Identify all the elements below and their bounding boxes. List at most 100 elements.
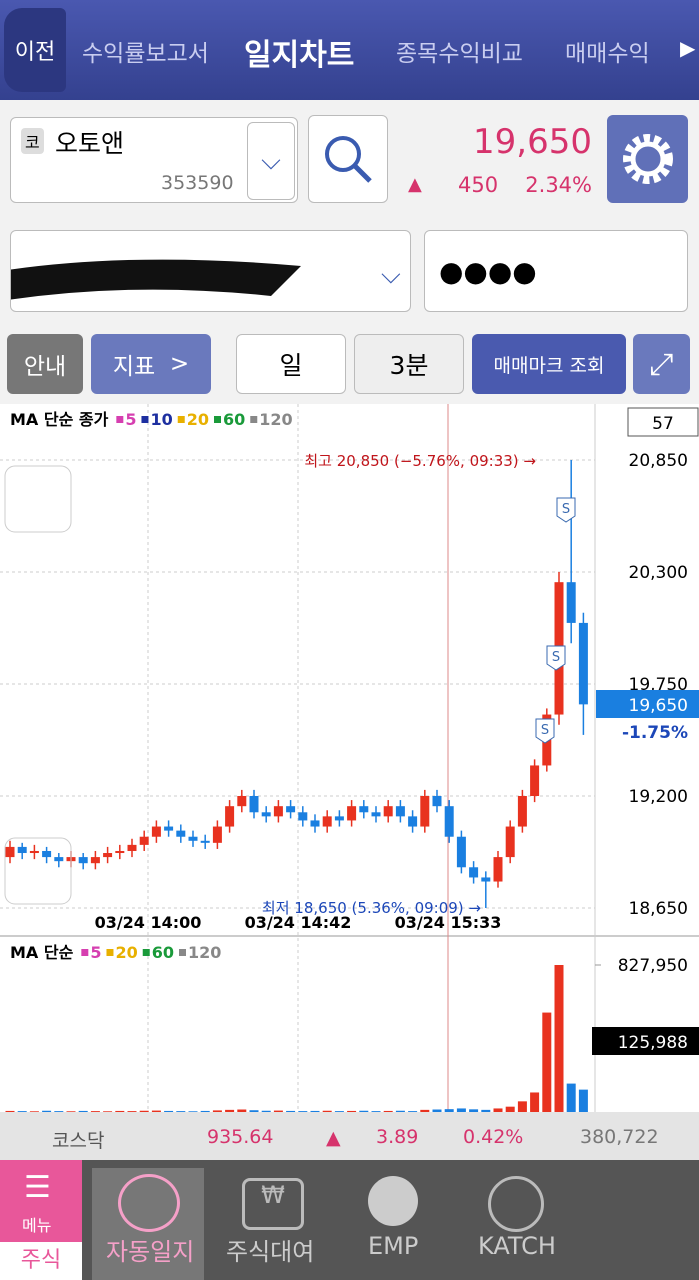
candle-body — [17, 846, 27, 854]
interval-button[interactable]: 3분 — [354, 334, 464, 394]
volume-bar — [225, 1109, 235, 1112]
stock-name: 오토앤 — [55, 129, 125, 158]
volume-bar — [493, 1108, 503, 1112]
nav-item[interactable]: EMP — [368, 1232, 419, 1260]
legend-swatch — [81, 949, 89, 956]
volume-bar — [322, 1110, 332, 1112]
zoom-in — [4, 465, 72, 533]
index-name: 코스닥 — [52, 1130, 105, 1152]
nav-item[interactable]: 주식대여 — [226, 1238, 315, 1266]
account-select[interactable]: ⌵ — [10, 230, 411, 312]
candle-body — [164, 826, 174, 831]
candle-body — [29, 850, 39, 854]
up-arrow: ▲ — [326, 1127, 341, 1149]
volume-bar — [29, 1111, 39, 1112]
volume-bar — [371, 1111, 381, 1112]
nav-item[interactable]: 자동일지 — [106, 1238, 195, 1266]
volume-bar — [566, 1083, 576, 1112]
indicator-button[interactable]: 지표 > — [91, 334, 211, 394]
volume-bar — [176, 1111, 186, 1112]
redaction: ⌵ — [11, 259, 401, 300]
candle-body — [517, 796, 527, 827]
sell-mark-label: S — [552, 650, 560, 665]
legend-item: 5 — [125, 410, 136, 429]
back-button[interactable]: 이전 — [4, 8, 66, 92]
nav-icon — [488, 1176, 544, 1232]
legend-item: 20 — [115, 943, 137, 962]
menu-button[interactable]: ☰ 메뉴 주식 — [0, 1160, 82, 1280]
sell-mark — [535, 718, 555, 744]
index-change: 3.89 — [376, 1126, 419, 1148]
current-pct: -1.75% — [622, 723, 688, 743]
arrow: ▶ — [680, 36, 696, 60]
tab[interactable]: 종목수익비교 — [396, 41, 523, 67]
settings-button[interactable] — [607, 115, 688, 203]
y-tick-label: 20,850 — [629, 451, 688, 471]
volume-bar — [469, 1109, 479, 1112]
guide-button[interactable]: 안내 — [7, 334, 83, 394]
low-note: 최저 18,650 (5.36%, 09:09) → — [262, 899, 481, 917]
tab-active[interactable]: 일지차트 — [244, 38, 355, 73]
tab[interactable]: 매매수익 — [565, 41, 650, 67]
x-label: 03/24 15:33 — [395, 913, 502, 932]
mark-query-button[interactable]: 매매마크 조회 — [472, 334, 626, 394]
volume-bar — [432, 1109, 442, 1112]
period-button[interactable]: 일 — [236, 334, 346, 394]
volume-bar — [139, 1110, 149, 1112]
tab[interactable]: 수익률보고서 — [82, 41, 209, 67]
candle-body — [249, 796, 259, 813]
volume-bar — [554, 965, 564, 1112]
candle-body — [237, 796, 247, 807]
candle-body — [334, 816, 344, 821]
volume-bar — [517, 1101, 527, 1112]
volume-bar — [481, 1109, 491, 1112]
change-pct: 2.34% — [525, 173, 592, 197]
volume-bar — [212, 1110, 222, 1112]
nav-item[interactable]: KATCH — [478, 1232, 556, 1260]
candle-body — [359, 806, 369, 813]
volume-bar — [359, 1110, 369, 1112]
candle-body — [115, 850, 125, 854]
volume-bar — [298, 1111, 308, 1112]
menu-icon: ☰ — [24, 1170, 51, 1205]
legend-swatch — [116, 416, 124, 423]
volume-bar — [420, 1109, 430, 1112]
legend-swatch — [214, 416, 221, 423]
count-box — [627, 407, 699, 437]
dropdown[interactable]: ⌵ — [247, 122, 295, 200]
candle-body — [322, 816, 332, 827]
volume-bar — [17, 1111, 27, 1112]
password-box[interactable]: ●●●● — [424, 230, 688, 312]
candle-body — [151, 826, 161, 837]
legend-title: MA 단순 — [10, 943, 74, 962]
candle-body — [261, 812, 271, 817]
candle-body — [212, 826, 222, 843]
candle-body — [505, 826, 515, 858]
price: 19,650 — [473, 122, 592, 162]
market-volume: 380,722 — [580, 1126, 659, 1148]
candle-body — [347, 806, 357, 821]
legend-swatch — [179, 949, 186, 956]
current-price: 19,650 — [629, 696, 688, 716]
legend-item: 5 — [90, 943, 101, 962]
count: 57 — [652, 414, 674, 434]
candle-body — [578, 622, 588, 705]
volume-bar — [42, 1110, 52, 1112]
nav-icon: ₩ — [242, 1178, 304, 1230]
legend-swatch — [250, 416, 258, 423]
candle-body — [5, 846, 15, 858]
search-button[interactable] — [308, 115, 388, 203]
legend-item: 10 — [150, 410, 172, 429]
high-note: 최고 20,850 (−5.76%, 09:33) → — [304, 452, 536, 470]
volume-bar — [237, 1109, 247, 1112]
stock-box[interactable]: 코 오토앤 353590 ⌵ — [10, 117, 298, 203]
expand-button[interactable]: ⤢ — [633, 334, 690, 394]
candle-body — [408, 816, 418, 827]
current-box — [596, 690, 699, 718]
market-badge: 코 — [21, 128, 44, 154]
legend-swatch — [106, 949, 114, 956]
candle-body — [456, 836, 466, 868]
candle-body — [273, 806, 283, 817]
